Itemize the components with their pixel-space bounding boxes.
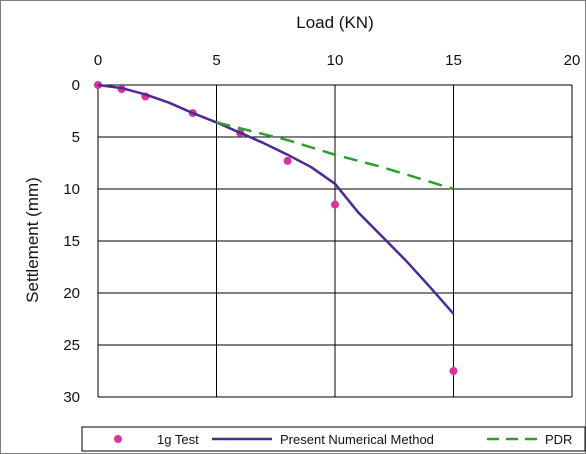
legend-label: PDR: [545, 432, 572, 447]
axes: 0 5 10 15 20 25 30 0 5 10 15 20: [63, 52, 580, 406]
series-line-pdr: [216, 121, 454, 191]
y-tick-label: 10: [63, 181, 80, 198]
y-tick-label: 30: [63, 389, 80, 406]
y-tick-label: 15: [63, 233, 80, 250]
x-tick-label: 10: [327, 52, 344, 69]
x-axis-title: Load (KN): [296, 13, 373, 32]
data-point-1g-test: [449, 367, 458, 375]
legend: 1g Test Present Numerical Method PDR: [81, 426, 586, 452]
data-point-1g-test: [283, 156, 292, 165]
legend-label: 1g Test: [157, 432, 199, 447]
x-tick-label: 20: [564, 52, 581, 69]
y-tick-label: 25: [63, 337, 80, 354]
y-tick-label: 0: [72, 77, 80, 94]
x-tick-label: 15: [445, 52, 462, 69]
legend-label: Present Numerical Method: [280, 432, 434, 447]
series-line-numerical-method: [97, 83, 455, 315]
grid: [97, 84, 573, 398]
legend-box: [81, 426, 586, 452]
x-tick-label: 0: [94, 52, 102, 69]
series-layer: [94, 81, 458, 375]
y-axis-title: Settlement (mm): [23, 177, 42, 303]
x-tick-label: 5: [212, 52, 220, 69]
data-point-1g-test: [331, 200, 339, 209]
legend-marker-1g-test: [114, 435, 122, 443]
y-tick-label: 5: [72, 129, 80, 146]
y-tick-label: 20: [63, 285, 80, 302]
